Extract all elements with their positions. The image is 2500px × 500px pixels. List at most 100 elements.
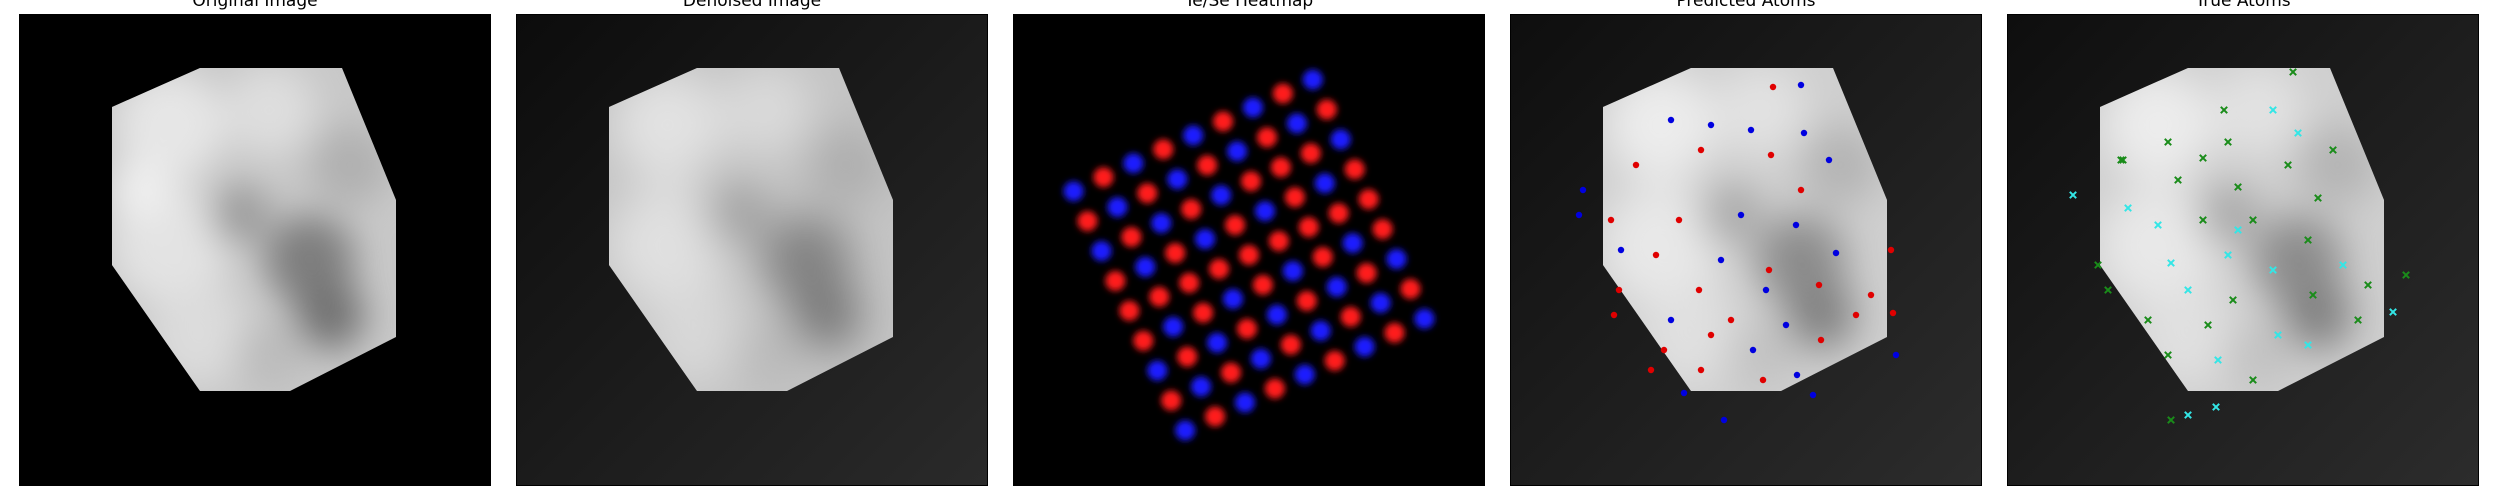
te-blob [1105,270,1126,291]
predicted-te-dot [1632,161,1640,169]
te-blob [1264,378,1285,399]
te-blob [1177,346,1198,367]
true-se-marker [2184,411,2192,419]
predicted-te-dot [1610,311,1618,319]
predicted-atoms-frame [1510,14,1982,486]
predicted-te-dot [1769,83,1777,91]
true-te-marker [2284,161,2292,169]
se-blob [1107,197,1128,218]
true-te-marker [2289,68,2297,76]
predicted-te-dot [1797,186,1805,194]
se-blob [1330,129,1351,150]
denoised-image [517,15,987,485]
true-te-marker [2204,321,2212,329]
true-te-marker [2354,316,2362,324]
true-te-marker [2220,106,2228,114]
se-blob [1175,420,1196,441]
te-blob [1237,318,1257,339]
predicted-te-dot [1647,366,1655,374]
predicted-se-dot [1892,351,1900,359]
te-blob [1328,203,1349,224]
te-blob [1298,217,1319,238]
true-se-marker [2184,286,2192,294]
te-blob [1270,157,1291,178]
true-se-marker [2154,221,2162,229]
panel-original-image: Original Image [19,0,491,500]
true-te-marker [2199,216,2207,224]
true-te-marker [2304,236,2312,244]
se-blob [1207,332,1228,353]
te-blob [1225,215,1246,236]
te-blob [1358,189,1379,210]
se-blob [1326,276,1347,297]
true-se-marker [2389,308,2397,316]
te-blob [1372,219,1393,240]
true-atom-markers [2069,68,2410,424]
true-te-marker [2309,291,2317,299]
te-blob [1239,245,1259,265]
se-blob [1091,241,1112,261]
te-blob [1324,350,1345,371]
panel-title-predicted: Predicted Atoms [1676,0,1816,11]
predicted-te-dot [1607,216,1615,224]
predicted-se-dot [1782,321,1790,329]
predicted-atom-markers [1575,81,1900,424]
true-se-marker [2124,204,2132,212]
true-se-marker [2274,331,2282,339]
te-blob [1344,159,1365,180]
predicted-te-dot [1817,336,1825,344]
te-blob [1280,334,1301,355]
true-te-marker [2104,286,2112,294]
true-se-marker [2234,226,2242,234]
true-atoms-frame [2007,14,2479,486]
te-blob [1153,139,1174,160]
true-te-marker [2249,376,2257,384]
se-blob [1195,229,1216,249]
te-blob [1252,274,1273,295]
se-blob [1183,125,1204,146]
predicted-se-dot [1793,371,1801,379]
true-te-marker [2119,156,2127,164]
true-te-marker [2167,416,2175,424]
te-blob [1137,183,1158,204]
predicted-te-dot [1867,291,1875,299]
predicted-se-dot [1825,156,1833,164]
te-blob [1300,143,1321,164]
te-blob [1197,155,1218,176]
te-blob [1316,99,1337,120]
true-te-marker [2117,156,2125,164]
panel-true-atoms: True Atoms [2007,0,2479,500]
te-blob [1284,187,1305,208]
predicted-te-dot [1889,309,1897,317]
true-se-marker [2167,259,2175,267]
te-blob [1179,272,1200,293]
se-blob [1151,213,1172,234]
true-te-marker [2249,216,2257,224]
predicted-te-dot [1815,281,1823,289]
true-se-marker [2269,266,2277,274]
se-blob [1370,292,1391,313]
predicted-te-dot [1887,246,1895,254]
te-blob [1193,302,1214,323]
denoised-image-frame [516,14,988,486]
te-blob [1296,290,1317,311]
true-te-marker [2364,281,2372,289]
te-blob [1205,406,1226,427]
se-blob [1294,364,1315,385]
predicted-atoms-image [1511,15,1981,485]
predicted-te-dot [1707,331,1715,339]
se-blob [1223,288,1243,309]
true-se-marker [2214,356,2222,364]
se-blob [1135,256,1156,277]
se-blob [1282,261,1303,281]
true-se-marker [2212,403,2220,411]
panel-title-heatmap: Te/Se Heatmap [1184,0,1314,11]
se-blob [1147,360,1168,381]
panel-denoised-image: Denoised Image [516,0,988,500]
te-blob [1312,247,1333,267]
true-te-marker [2402,271,2410,279]
original-image-frame [19,14,491,486]
te-blob [1213,111,1234,132]
te-blob [1077,211,1098,232]
predicted-se-dot [1749,346,1757,354]
